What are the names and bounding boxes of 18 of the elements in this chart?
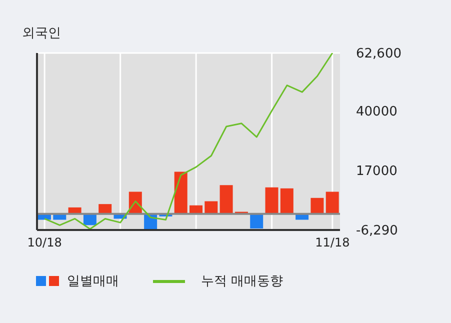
- legend-label: 누적 매매동향: [201, 273, 284, 290]
- bar: [250, 214, 264, 228]
- y-tick-label: 17000: [356, 164, 398, 179]
- bar: [220, 185, 233, 214]
- bar: [310, 198, 324, 214]
- bar: [265, 187, 278, 214]
- bar: [280, 188, 294, 214]
- y-tick-label: 62,600: [356, 46, 402, 62]
- bar: [98, 204, 112, 214]
- y-tick-label: -6,290: [356, 224, 398, 239]
- y-tick-label: 40000: [356, 104, 398, 120]
- x-tick-label: 10/18: [27, 236, 62, 250]
- chart-title: 외국인: [22, 25, 61, 42]
- x-tick-label: 11/18: [315, 236, 350, 250]
- line-series: [44, 53, 334, 230]
- bar: [204, 201, 218, 214]
- legend-label: 일별매매: [67, 273, 119, 290]
- bar: [326, 192, 339, 214]
